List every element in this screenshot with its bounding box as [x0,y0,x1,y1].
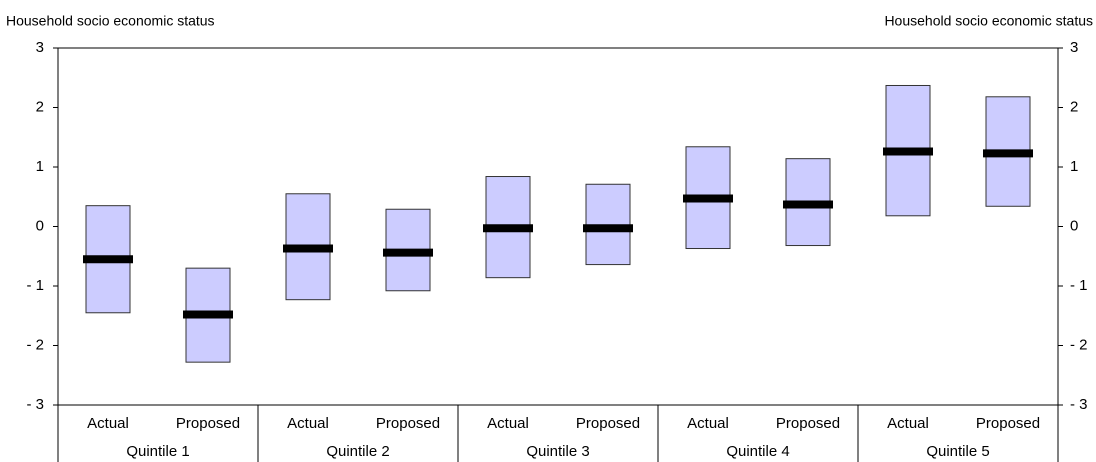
x-tick-label: Actual [287,415,329,432]
x-tick-label: Proposed [176,415,240,432]
x-tick-label: Proposed [976,415,1040,432]
x-tick-label: Proposed [776,415,840,432]
x-tick-label: Actual [487,415,529,432]
group-label: Quintile 5 [926,443,989,460]
group-label: Quintile 3 [526,443,589,460]
x-tick-label: Proposed [576,415,640,432]
y-tick-label: 0 [36,217,44,234]
y2-tick-label: 1 [1070,158,1078,175]
y2-tick-label: 3 [1070,39,1078,56]
x-tick-label: Actual [687,415,729,432]
y2-tick-label: 0 [1070,217,1078,234]
x-tick-label: Actual [887,415,929,432]
group-label: Quintile 1 [126,443,189,460]
y-tick-label: 3 [36,39,44,56]
y-tick-label: - 1 [26,277,44,294]
y2-tick-label: - 3 [1070,396,1088,413]
y-axis-title: Household socio economic status [6,13,215,29]
group-label: Quintile 4 [726,443,789,460]
y2-tick-label: 2 [1070,98,1078,115]
y2-axis-title: Household socio economic status [884,13,1093,29]
y2-tick-label: - 2 [1070,336,1088,353]
y-tick-label: - 2 [26,336,44,353]
x-tick-label: Proposed [376,415,440,432]
group-label: Quintile 2 [326,443,389,460]
y-tick-label: - 3 [26,396,44,413]
x-tick-label: Actual [87,415,129,432]
y-tick-label: 2 [36,98,44,115]
y2-tick-label: - 1 [1070,277,1088,294]
y-tick-label: 1 [36,158,44,175]
